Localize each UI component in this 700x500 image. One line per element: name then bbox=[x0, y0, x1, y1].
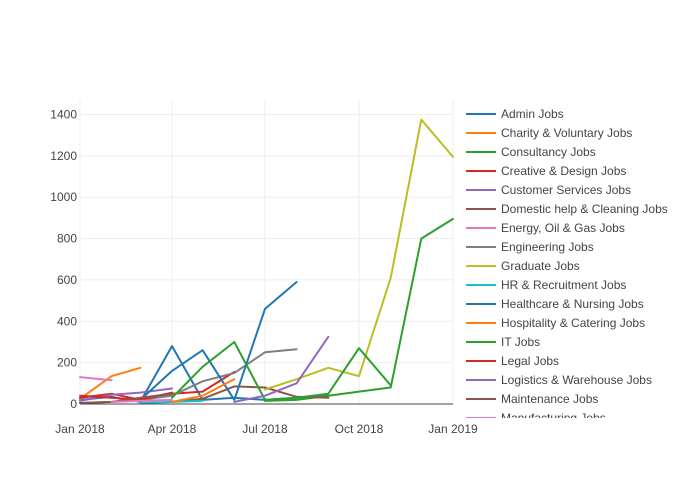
legend-item[interactable]: Healthcare & Nursing Jobs bbox=[466, 297, 644, 311]
legend-label: Engineering Jobs bbox=[501, 240, 594, 254]
plot-background bbox=[80, 100, 453, 405]
legend-label: Charity & Voluntary Jobs bbox=[501, 126, 632, 140]
legend-label: Admin Jobs bbox=[501, 107, 564, 121]
series-line[interactable] bbox=[264, 217, 454, 402]
x-tick-label: Apr 2018 bbox=[148, 422, 197, 436]
series-line[interactable] bbox=[79, 392, 173, 404]
legend-label: Graduate Jobs bbox=[501, 259, 580, 273]
series-lines bbox=[79, 118, 454, 404]
series-line[interactable] bbox=[139, 281, 298, 401]
y-tick-label: 1200 bbox=[50, 149, 77, 163]
series-line[interactable] bbox=[79, 376, 113, 382]
legend-item[interactable]: Engineering Jobs bbox=[466, 240, 594, 254]
series-line[interactable] bbox=[171, 378, 236, 403]
legend-label: Maintenance Jobs bbox=[501, 392, 598, 406]
y-tick-label: 1400 bbox=[50, 107, 77, 121]
legend-label: Consultancy Jobs bbox=[501, 145, 596, 159]
y-tick-label: 200 bbox=[57, 356, 77, 370]
x-tick-label: Jan 2018 bbox=[55, 422, 105, 436]
legend-item[interactable]: Admin Jobs bbox=[466, 107, 564, 121]
y-tick-label: 0 bbox=[70, 397, 77, 411]
legend-item[interactable]: Graduate Jobs bbox=[466, 259, 580, 273]
series-line[interactable] bbox=[264, 118, 454, 391]
legend[interactable]: Admin Jobs Charity & Voluntary Jobs Consul… bbox=[466, 107, 668, 425]
legend-item[interactable]: Energy, Oil & Gas Jobs bbox=[466, 221, 625, 235]
legend-item[interactable]: Charity & Voluntary Jobs bbox=[466, 126, 632, 140]
series-line[interactable] bbox=[171, 341, 392, 401]
legend-item[interactable]: Customer Services Jobs bbox=[466, 183, 631, 197]
legend-label: IT Jobs bbox=[501, 335, 540, 349]
legend-item[interactable]: Hospitality & Catering Jobs bbox=[466, 316, 645, 330]
x-tick-label: Jan 2019 bbox=[428, 422, 478, 436]
legend-item[interactable]: Manufacturing Jobs bbox=[466, 411, 606, 425]
legend-item[interactable]: Legal Jobs bbox=[466, 354, 559, 368]
legend-label: Energy, Oil & Gas Jobs bbox=[501, 221, 625, 235]
legend-label: Legal Jobs bbox=[501, 354, 559, 368]
x-tick-label: Oct 2018 bbox=[335, 422, 384, 436]
y-gridlines bbox=[80, 113, 453, 364]
legend-item[interactable]: Logistics & Warehouse Jobs bbox=[466, 373, 652, 387]
legend-item[interactable]: IT Jobs bbox=[466, 335, 540, 349]
series-line[interactable] bbox=[233, 335, 330, 403]
legend-label: Logistics & Warehouse Jobs bbox=[501, 373, 652, 387]
x-tick-labels: Jan 2018 Apr 2018 Jul 2018 Oct 2018 Jan 2019 bbox=[55, 422, 478, 436]
legend-label: Customer Services Jobs bbox=[501, 183, 631, 197]
legend-item[interactable]: Consultancy Jobs bbox=[466, 145, 596, 159]
legend-label: Creative & Design Jobs bbox=[501, 164, 626, 178]
series-line[interactable] bbox=[79, 387, 173, 402]
legend-item[interactable]: Maintenance Jobs bbox=[466, 392, 598, 406]
legend-item[interactable]: Creative & Design Jobs bbox=[466, 164, 626, 178]
y-tick-label: 1000 bbox=[50, 190, 77, 204]
legend-label: Domestic help & Cleaning Jobs bbox=[501, 202, 668, 216]
series-line[interactable] bbox=[79, 366, 142, 400]
y-tick-label: 600 bbox=[57, 273, 77, 287]
legend-item[interactable]: HR & Recruitment Jobs bbox=[466, 278, 626, 292]
legend-label: Healthcare & Nursing Jobs bbox=[501, 297, 644, 311]
legend-label: HR & Recruitment Jobs bbox=[501, 278, 626, 292]
y-tick-label: 400 bbox=[57, 314, 77, 328]
legend-label: Manufacturing Jobs bbox=[501, 411, 606, 425]
series-line[interactable] bbox=[110, 398, 173, 403]
y-tick-label: 800 bbox=[57, 232, 77, 246]
y-tick-labels: 0 200 400 600 800 1000 1200 1400 bbox=[50, 107, 77, 411]
x-tick-label: Jul 2018 bbox=[242, 422, 288, 436]
legend-item[interactable]: Domestic help & Cleaning Jobs bbox=[466, 202, 668, 216]
legend-label: Hospitality & Catering Jobs bbox=[501, 316, 645, 330]
